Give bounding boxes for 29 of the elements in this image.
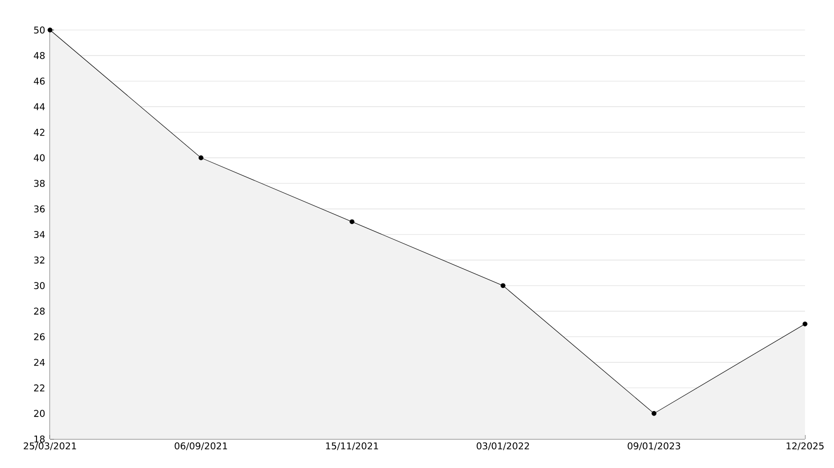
y-tick-label: 26: [34, 333, 45, 340]
y-tick-label: 44: [34, 103, 45, 110]
y-tick-label: 40: [34, 154, 45, 162]
x-tick-label: 06/09/2021: [174, 442, 228, 450]
y-tick-label: 24: [34, 358, 45, 366]
x-tick-label: 12/2025: [786, 442, 824, 450]
y-tick-label: 32: [34, 256, 44, 264]
y-tick-label: 50: [34, 26, 45, 34]
point: [198, 155, 204, 160]
x-tick-label: 03/01/2022: [476, 442, 529, 450]
x-tick-label: 15/11/2021: [326, 442, 378, 450]
y-tick-label: 20: [34, 410, 45, 417]
x-tick-label: 25/03/2021: [24, 442, 76, 450]
y-tick-label: 18: [34, 435, 45, 443]
y-tick-label: 28: [34, 308, 45, 315]
point: [48, 28, 52, 32]
y-tick-label: 36: [34, 205, 45, 212]
point: [652, 411, 656, 416]
y-tick-label: 42: [34, 128, 44, 136]
y-tick-label: 46: [34, 78, 45, 85]
y-tick-label: 30: [34, 282, 45, 290]
x-tick-label: 09/01/2023: [628, 442, 680, 450]
y-tick-label: 38: [34, 180, 45, 187]
point: [350, 219, 354, 224]
y-tick-label: 48: [34, 52, 45, 60]
y-tick-label: 34: [34, 230, 45, 238]
y-tick-label: 22: [34, 384, 44, 392]
point: [802, 322, 808, 326]
point: [500, 283, 506, 288]
